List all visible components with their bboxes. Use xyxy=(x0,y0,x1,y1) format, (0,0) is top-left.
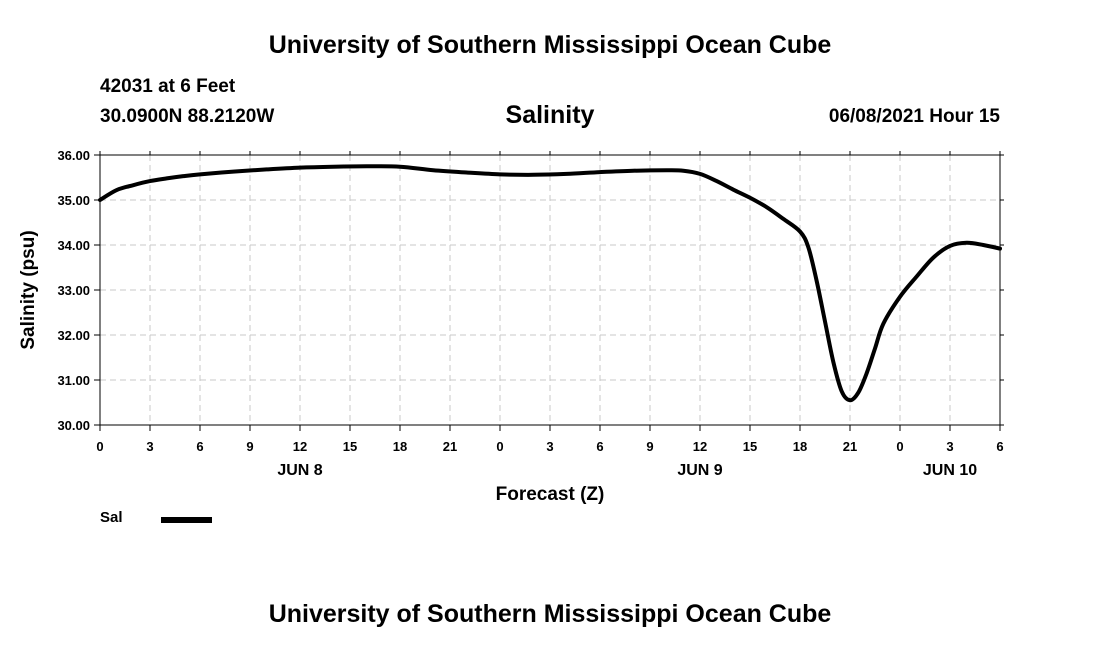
y-axis-label: Salinity (psu) xyxy=(18,230,39,349)
x-tick-label: 6 xyxy=(596,439,603,454)
x-tick-label: 3 xyxy=(546,439,553,454)
x-tick-label: 12 xyxy=(693,439,707,454)
chart-title: University of Southern Mississippi Ocean… xyxy=(268,31,832,59)
day-label: JUN 10 xyxy=(923,462,977,479)
y-tick-label: 34.00 xyxy=(57,238,90,253)
x-tick-label: 0 xyxy=(96,439,103,454)
y-tick-label: 33.00 xyxy=(57,283,90,298)
x-tick-label: 0 xyxy=(896,439,903,454)
y-tick-label: 36.00 xyxy=(57,148,90,163)
station-label: 42031 at 6 Feet xyxy=(100,76,236,97)
grid xyxy=(100,155,1000,425)
legend-line-swatch xyxy=(161,517,212,523)
x-tick-label: 12 xyxy=(293,439,307,454)
x-tick-label: 3 xyxy=(146,439,153,454)
x-tick-label: 9 xyxy=(246,439,253,454)
x-tick-label: 21 xyxy=(843,439,857,454)
day-label: JUN 9 xyxy=(677,462,722,479)
footer-title: University of Southern Mississippi Ocean… xyxy=(268,600,832,628)
x-tick-label: 6 xyxy=(996,439,1003,454)
y-tick-label: 31.00 xyxy=(57,373,90,388)
x-tick-label: 15 xyxy=(343,439,357,454)
y-tick-label: 35.00 xyxy=(57,193,90,208)
axis-tick-labels: 0 3 6 9 12 15 18 21 0 3 6 9 12 15 18 21 0 3 6 30.00 31.00 32.… xyxy=(57,148,1003,479)
coordinates-label: 30.0900N 88.2120W xyxy=(100,106,275,127)
x-tick-label: 3 xyxy=(946,439,953,454)
x-tick-label: 18 xyxy=(393,439,407,454)
y-tick-label: 30.00 xyxy=(57,418,90,433)
x-tick-label: 0 xyxy=(496,439,503,454)
y-tick-label: 32.00 xyxy=(57,328,90,343)
legend-label: Sal xyxy=(100,509,123,526)
x-axis-label: Forecast (Z) xyxy=(496,484,605,505)
x-tick-label: 15 xyxy=(743,439,757,454)
x-tick-label: 6 xyxy=(196,439,203,454)
chart-subtitle: Salinity xyxy=(505,101,595,129)
x-tick-label: 21 xyxy=(443,439,457,454)
day-label: JUN 8 xyxy=(277,462,322,479)
salinity-series-line xyxy=(98,164,1002,403)
x-tick-label: 18 xyxy=(793,439,807,454)
x-tick-label: 9 xyxy=(646,439,653,454)
axis-ticks xyxy=(94,151,1004,431)
datetime-label: 06/08/2021 Hour 15 xyxy=(828,106,1000,127)
